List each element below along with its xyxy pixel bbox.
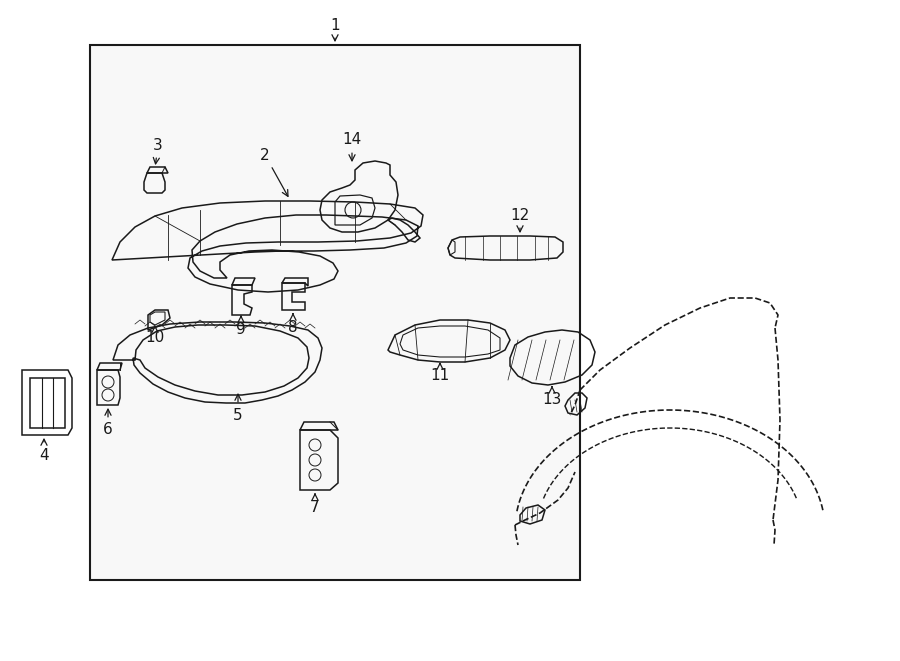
- Text: 1: 1: [330, 17, 340, 41]
- Text: 12: 12: [510, 208, 529, 232]
- Text: 7: 7: [310, 494, 320, 516]
- Text: 11: 11: [430, 364, 450, 383]
- Text: 5: 5: [233, 394, 243, 422]
- Bar: [90, 45, 580, 580]
- Text: 13: 13: [543, 387, 562, 407]
- Text: 14: 14: [342, 132, 362, 161]
- Text: 2: 2: [260, 147, 288, 196]
- Text: 6: 6: [104, 409, 112, 438]
- Text: 10: 10: [146, 327, 165, 346]
- Text: 9: 9: [236, 316, 246, 338]
- Text: 4: 4: [40, 439, 49, 463]
- Text: 3: 3: [153, 137, 163, 164]
- Text: 8: 8: [288, 314, 298, 334]
